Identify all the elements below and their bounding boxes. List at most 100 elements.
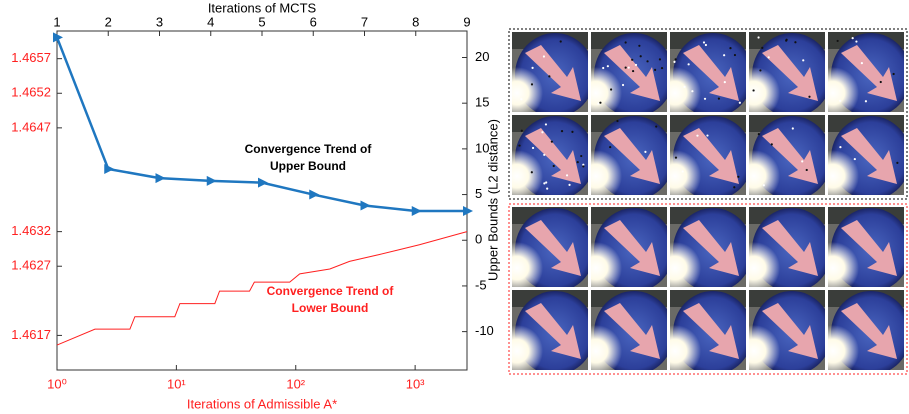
x-tick-label: 10⁰ <box>47 376 67 391</box>
cell-border <box>511 289 589 371</box>
image-cell <box>827 114 905 196</box>
marker <box>258 177 268 188</box>
perturbation <box>723 54 726 57</box>
cell-border <box>827 31 905 113</box>
perturbation <box>839 145 842 149</box>
perturbation <box>531 66 534 70</box>
arrow <box>762 128 818 184</box>
cell-border <box>669 114 747 196</box>
perturbation <box>704 43 707 47</box>
perturbation <box>836 39 839 43</box>
x2-tick-label: 6 <box>310 14 317 29</box>
cell-border <box>827 206 905 288</box>
perturbation <box>860 62 863 65</box>
perturbation <box>544 123 548 126</box>
perturbation <box>738 101 741 104</box>
perturbation <box>518 144 521 147</box>
flare <box>669 150 701 196</box>
cell-border <box>590 114 668 196</box>
x2-tick-label: 5 <box>258 14 265 29</box>
perturbation <box>767 56 770 59</box>
perturbation <box>658 58 662 61</box>
arrow <box>841 45 897 101</box>
perturbation <box>546 187 549 190</box>
arrow <box>841 303 897 359</box>
image-cell <box>511 114 589 196</box>
perturbation <box>801 160 804 163</box>
perturbation <box>565 174 569 177</box>
flare <box>590 150 622 196</box>
image-cell <box>827 289 905 371</box>
cell-border <box>669 206 747 288</box>
flare <box>511 325 543 371</box>
perturbation <box>791 127 794 130</box>
arrow <box>683 220 739 276</box>
image-cell <box>827 206 905 288</box>
image-cell <box>511 206 589 288</box>
perturbation <box>545 181 548 184</box>
image-cell <box>590 206 668 288</box>
annotation: Convergence Trend of <box>267 284 395 298</box>
perturbation <box>520 98 523 101</box>
image-cell <box>669 289 747 371</box>
flare <box>511 150 543 196</box>
perturbation <box>638 44 641 47</box>
perturbation <box>571 130 574 133</box>
perturbation <box>580 154 583 158</box>
perturbation <box>655 125 658 128</box>
image-cell <box>511 31 589 113</box>
x-tick-label: 10² <box>286 376 305 391</box>
perturbation <box>683 85 686 89</box>
perturbation <box>864 100 868 103</box>
perturbation <box>552 164 555 168</box>
perturbation <box>691 90 694 93</box>
flare <box>827 325 859 371</box>
flare <box>748 150 780 196</box>
y2-tick-label: -10 <box>475 323 494 338</box>
perturbation <box>632 69 635 73</box>
perturbation <box>550 140 553 143</box>
perturbation <box>548 75 551 78</box>
arrow <box>525 128 581 184</box>
y-tick-label: 1.4632 <box>11 223 51 238</box>
perturbation <box>639 55 642 58</box>
arrow <box>604 128 660 184</box>
flare <box>748 325 780 371</box>
perturbation <box>646 60 649 63</box>
perturbation <box>855 40 858 43</box>
image-cell <box>748 206 826 288</box>
perturbation <box>805 168 808 172</box>
cell-border <box>511 206 589 288</box>
perturbation <box>582 165 585 168</box>
y-tick-label: 1.4647 <box>11 119 51 134</box>
perturbation <box>631 58 634 61</box>
right-axis-label: Upper Bounds (L2 distance) <box>485 119 500 281</box>
marker <box>309 189 320 200</box>
x2-tick-label: 2 <box>105 14 112 29</box>
perturbation <box>879 80 882 84</box>
arrow <box>841 128 897 184</box>
x-tick-label: 10³ <box>406 376 425 391</box>
perturbation <box>559 40 562 43</box>
perturbation <box>770 143 773 146</box>
y2-tick-label: 5 <box>475 186 482 201</box>
perturbation <box>681 170 684 173</box>
perturbation <box>752 89 755 92</box>
perturbation <box>674 156 678 159</box>
flare <box>669 325 701 371</box>
perturbation <box>543 182 546 185</box>
arrow <box>683 303 739 359</box>
image-cell <box>748 114 826 196</box>
cell-border <box>511 31 589 113</box>
flare <box>511 242 543 288</box>
perturbation <box>644 150 647 153</box>
y2-tick-label: 20 <box>475 49 489 64</box>
arrow <box>604 45 660 101</box>
arrow <box>525 220 581 276</box>
perturbation <box>702 41 706 44</box>
perturbation <box>634 63 638 67</box>
perturbation <box>609 145 612 149</box>
perturbation <box>892 72 895 76</box>
perturbation <box>531 146 535 150</box>
